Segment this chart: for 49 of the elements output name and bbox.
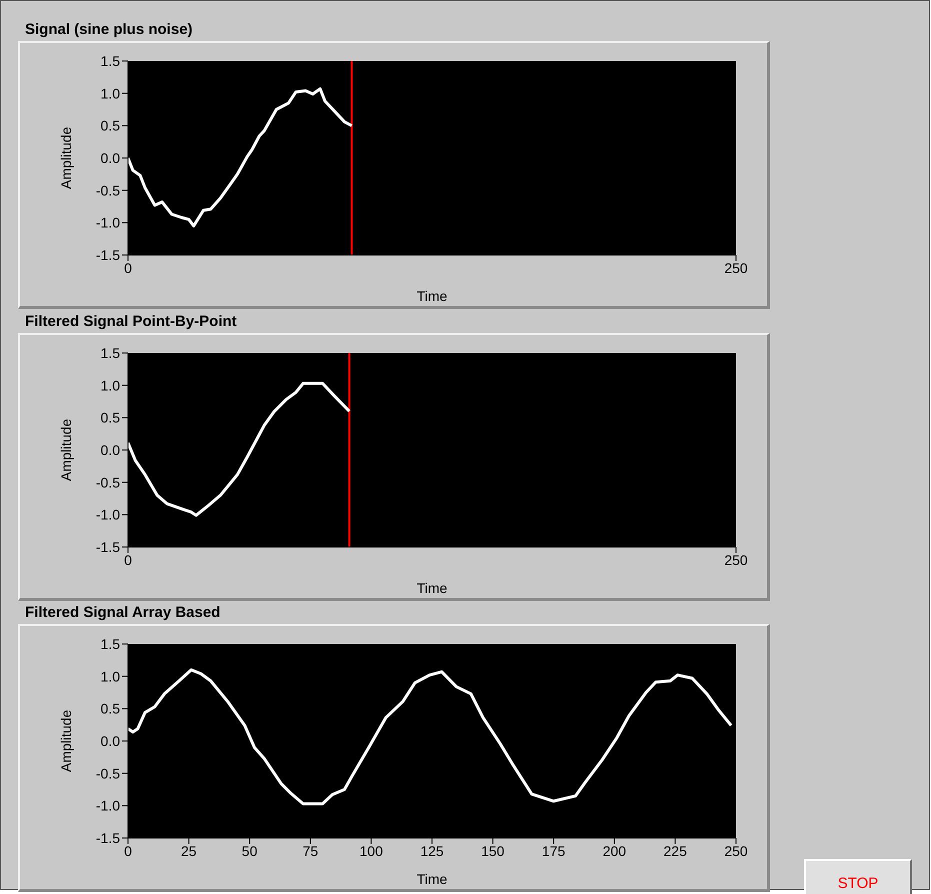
y-tick-label: 0.5 bbox=[100, 410, 120, 426]
y-tick-label: 1.0 bbox=[100, 668, 120, 684]
y-tick-label: 1.0 bbox=[100, 377, 120, 394]
stop-button: STOP bbox=[804, 859, 912, 894]
y-tick-label: -1.5 bbox=[96, 830, 120, 846]
y-tick-label: 1.5 bbox=[100, 344, 120, 361]
line-series bbox=[128, 668, 733, 806]
y-tick-label: 0.0 bbox=[100, 732, 120, 749]
x-tick-label: 250 bbox=[724, 552, 748, 568]
x-tick-label: 125 bbox=[420, 842, 444, 859]
x-tick-label: 250 bbox=[724, 260, 748, 276]
y-tick-label: -1.0 bbox=[96, 798, 120, 814]
y-tick-label: 1.5 bbox=[100, 636, 120, 652]
y-tick-label: -0.5 bbox=[96, 765, 120, 782]
line-series bbox=[128, 382, 351, 517]
x-axis-title: Time bbox=[416, 288, 448, 304]
line-series bbox=[128, 87, 354, 228]
y-tick-label: -0.5 bbox=[96, 182, 120, 198]
x-tick-label: 0 bbox=[124, 260, 132, 276]
x-tick-label: 150 bbox=[481, 842, 505, 859]
x-axis-title: Time bbox=[416, 580, 448, 596]
x-tick-label: 200 bbox=[602, 842, 626, 859]
y-axis-title: Amplitude bbox=[58, 710, 74, 772]
y-tick-label: -1.0 bbox=[96, 214, 120, 231]
y-axis-title: Amplitude bbox=[58, 418, 74, 482]
x-tick-label: 225 bbox=[664, 842, 688, 859]
y-tick-label: 1.5 bbox=[100, 52, 120, 69]
y-tick-label: -0.5 bbox=[96, 474, 120, 490]
chart-title: Filtered Signal Point-By-Point bbox=[25, 313, 237, 330]
x-tick-label: 0 bbox=[124, 842, 132, 859]
x-tick-label: 50 bbox=[242, 842, 258, 859]
chart-title: Signal (sine plus noise) bbox=[25, 21, 193, 38]
y-axis-title: Amplitude bbox=[58, 126, 74, 190]
y-tick-label: -1.5 bbox=[96, 538, 120, 555]
y-tick-label: 0.5 bbox=[100, 700, 120, 717]
x-tick-label: 25 bbox=[181, 842, 197, 859]
x-tick-label: 0 bbox=[124, 552, 132, 568]
y-tick-label: -1.5 bbox=[96, 246, 120, 263]
x-axis-title: Time bbox=[416, 871, 448, 887]
chart-title: Filtered Signal Array Based bbox=[25, 604, 220, 621]
y-tick-label: 1.0 bbox=[100, 85, 120, 102]
y-tick-label: 0.0 bbox=[100, 442, 120, 458]
x-tick-label: 100 bbox=[360, 842, 384, 859]
y-tick-label: 0.0 bbox=[100, 150, 120, 166]
y-tick-label: -1.0 bbox=[96, 506, 120, 523]
x-tick-label: 75 bbox=[302, 842, 318, 859]
x-tick-label: 175 bbox=[542, 842, 566, 859]
y-tick-label: 0.5 bbox=[100, 118, 120, 134]
x-tick-label: 250 bbox=[724, 842, 748, 859]
